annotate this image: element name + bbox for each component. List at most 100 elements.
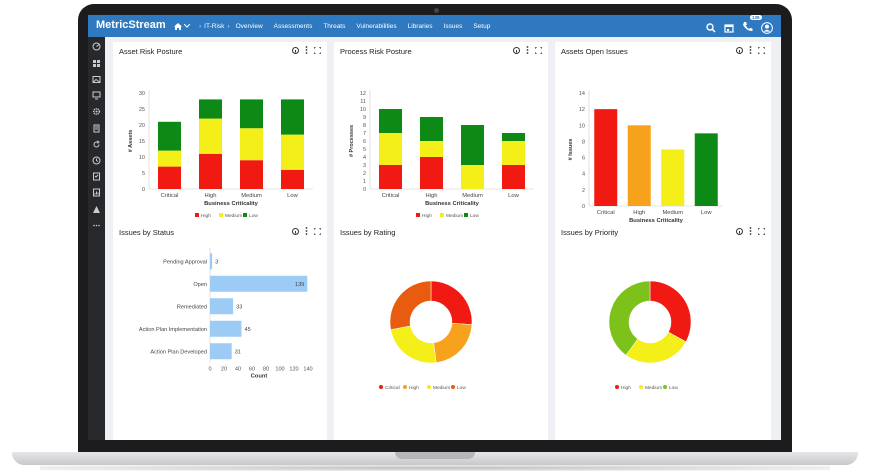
nav-item-libraries[interactable]: Libraries [407, 22, 433, 30]
legend-label: Medium [446, 213, 463, 219]
nav-item-assessments[interactable]: Assessments [273, 22, 313, 30]
y-tick-label: 6 [363, 139, 366, 145]
legend-label: Medium [225, 213, 242, 219]
y-axis-title: # Processes [349, 125, 355, 157]
more-horizontal-icon[interactable] [92, 221, 101, 230]
expand-icon[interactable] [535, 46, 542, 54]
bar-segment [240, 99, 263, 129]
legend-label: Low [470, 213, 479, 219]
bar [210, 275, 308, 292]
dashboard-icon[interactable] [92, 42, 101, 51]
bar-segment [420, 117, 443, 141]
expand-icon[interactable] [758, 227, 765, 235]
x-tick-label: 0 [208, 367, 211, 373]
y-tick-label: 4 [582, 172, 585, 178]
nav-item-threats[interactable]: Threats [323, 22, 346, 30]
legend-label: Medium [645, 385, 662, 391]
calendar-icon[interactable] [724, 23, 734, 33]
y-tick-label: 8 [582, 139, 585, 145]
legend-swatch [416, 213, 420, 217]
search-icon[interactable] [706, 23, 716, 33]
y-tick-label: 3 [363, 163, 366, 169]
more-vertical-icon[interactable] [749, 46, 752, 54]
y-tick-label: 20 [139, 123, 145, 129]
clock-icon[interactable] [92, 156, 101, 165]
data-label: 31 [235, 349, 241, 355]
panel-issues-by-priority: Issues by Priority High Medium Low [555, 223, 771, 440]
bar [594, 109, 618, 206]
bar [210, 298, 234, 315]
panel-process-risk-posture: Process Risk Posture 0 1 2 3 4 5 6 7 8 9 10 11 12 Cri… [334, 42, 548, 225]
category-label: Action Plan Developed [150, 349, 207, 355]
data-label: 33 [236, 304, 242, 310]
info-icon[interactable] [513, 46, 520, 54]
top-navigation-bar: MetricStream › IT-Risk › Overview Assess… [88, 15, 781, 37]
bar [210, 343, 232, 360]
y-tick-label: 10 [579, 123, 585, 129]
more-vertical-icon[interactable] [305, 46, 308, 54]
breadcrumb-separator-icon: › [227, 22, 230, 30]
more-vertical-icon[interactable] [526, 46, 529, 54]
pie-slice [430, 280, 473, 325]
bar-segment [158, 166, 181, 189]
bar-segment [158, 121, 181, 151]
laptop-notch [395, 452, 475, 459]
legend-swatch [451, 385, 455, 389]
issues-by-priority-chart: High Medium Low [608, 280, 692, 391]
panel-tools [736, 46, 765, 54]
data-label: 139 [295, 282, 304, 288]
bar-segment [281, 169, 304, 189]
panel-tools [292, 46, 321, 54]
x-tick-label: 80 [263, 367, 269, 373]
app-screen: MetricStream › IT-Risk › Overview Assess… [88, 15, 781, 440]
issues-by-rating-chart: Critical High Medium Low [379, 280, 473, 391]
breadcrumb-it-risk[interactable]: IT-Risk [204, 22, 225, 30]
image-icon[interactable] [92, 75, 101, 84]
legend-swatch [243, 213, 247, 217]
y-tick-label: 2 [363, 171, 366, 177]
legend-swatch [379, 385, 383, 389]
y-tick-label: 0 [363, 187, 366, 193]
y-tick-label: 9 [363, 115, 366, 121]
refresh-icon[interactable] [92, 140, 101, 149]
expand-icon[interactable] [314, 227, 321, 235]
home-icon [174, 22, 182, 30]
info-icon[interactable] [736, 46, 743, 54]
y-tick-label: 14 [579, 91, 585, 97]
nav-item-overview[interactable]: Overview [235, 22, 263, 30]
x-axis-title: Business Criticality [204, 201, 259, 207]
panel-asset-risk-posture: Asset Risk Posture 0 5 10 15 20 25 30 Critical H… [113, 42, 327, 225]
warning-icon[interactable] [92, 205, 101, 214]
gear-icon[interactable] [92, 107, 101, 116]
category-label: Open [193, 282, 207, 288]
legend-label: Critical [385, 385, 400, 391]
nav-item-vulnerabilities[interactable]: Vulnerabilities [356, 22, 397, 30]
monitor-icon[interactable] [92, 91, 101, 100]
document-icon[interactable] [92, 124, 101, 133]
panel-title: Process Risk Posture [340, 47, 412, 56]
more-vertical-icon[interactable] [305, 227, 308, 235]
report-icon[interactable] [92, 188, 101, 197]
nav-item-setup[interactable]: Setup [473, 22, 491, 30]
x-tick-label: 40 [235, 367, 241, 373]
info-icon[interactable] [736, 227, 743, 235]
info-icon[interactable] [292, 227, 299, 235]
home-menu[interactable] [174, 22, 190, 30]
x-axis-title: Business Criticality [425, 201, 480, 207]
category-label: Pending Approval [163, 259, 207, 265]
x-tick-label: Critical [382, 193, 400, 199]
checklist-icon[interactable] [92, 172, 101, 181]
more-vertical-icon[interactable] [749, 227, 752, 235]
info-icon[interactable] [292, 46, 299, 54]
expand-icon[interactable] [314, 46, 321, 54]
user-avatar-icon[interactable] [761, 22, 773, 34]
nav-item-issues[interactable]: Issues [443, 22, 463, 30]
y-tick-label: 25 [139, 107, 145, 113]
grid-icon[interactable] [92, 59, 101, 68]
expand-icon[interactable] [758, 46, 765, 54]
y-tick-label: 10 [360, 107, 366, 113]
x-tick-label: Critical [597, 210, 615, 216]
notification-button[interactable]: 139 [742, 15, 762, 37]
legend-label: Low [457, 385, 466, 391]
x-tick-label: 20 [221, 367, 227, 373]
